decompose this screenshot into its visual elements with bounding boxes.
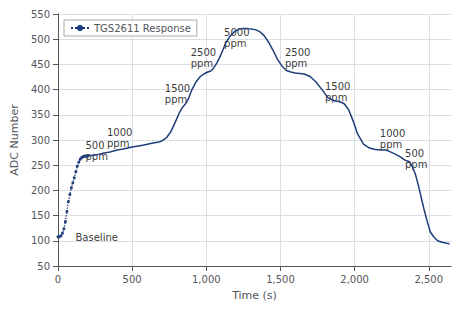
svg-text:50: 50 bbox=[37, 261, 50, 272]
svg-text:550: 550 bbox=[31, 9, 50, 20]
svg-text:Time (s): Time (s) bbox=[231, 289, 277, 302]
svg-text:ppm: ppm bbox=[324, 91, 348, 103]
svg-text:1,500: 1,500 bbox=[266, 274, 295, 285]
svg-text:400: 400 bbox=[31, 84, 50, 95]
svg-text:450: 450 bbox=[31, 59, 50, 70]
svg-text:1,000: 1,000 bbox=[192, 274, 221, 285]
svg-text:ppm: ppm bbox=[191, 58, 213, 69]
svg-text:2,000: 2,000 bbox=[340, 274, 369, 285]
svg-text:500: 500 bbox=[85, 140, 104, 151]
svg-text:2500: 2500 bbox=[191, 47, 216, 58]
svg-text:ppm: ppm bbox=[165, 94, 187, 105]
svg-text:500: 500 bbox=[405, 148, 424, 159]
svg-text:ppm: ppm bbox=[85, 151, 108, 163]
svg-text:ppm: ppm bbox=[405, 159, 428, 171]
svg-text:350: 350 bbox=[31, 109, 50, 120]
svg-text:250: 250 bbox=[31, 160, 50, 171]
svg-text:1000: 1000 bbox=[107, 127, 132, 138]
svg-text:100: 100 bbox=[31, 235, 50, 246]
svg-text:ppm: ppm bbox=[285, 58, 307, 69]
svg-text:500: 500 bbox=[31, 34, 50, 45]
svg-text:150: 150 bbox=[31, 210, 50, 221]
svg-text:ppm: ppm bbox=[380, 139, 402, 150]
svg-text:ppm: ppm bbox=[106, 138, 130, 150]
svg-text:1500: 1500 bbox=[325, 81, 350, 92]
svg-text:2500: 2500 bbox=[285, 47, 310, 58]
svg-text:ADC Number: ADC Number bbox=[8, 104, 21, 176]
svg-text:0: 0 bbox=[55, 274, 61, 285]
svg-text:5000: 5000 bbox=[224, 27, 250, 39]
svg-text:2,500: 2,500 bbox=[414, 274, 443, 285]
svg-text:TGS2611 Response: TGS2611 Response bbox=[93, 23, 191, 34]
svg-text:1000: 1000 bbox=[380, 128, 405, 139]
svg-text:Baseline: Baseline bbox=[75, 232, 117, 243]
svg-text:ppm: ppm bbox=[224, 38, 247, 50]
svg-text:500: 500 bbox=[123, 274, 142, 285]
svg-text:1500: 1500 bbox=[165, 83, 190, 94]
svg-text:200: 200 bbox=[31, 185, 50, 196]
svg-text:300: 300 bbox=[31, 135, 50, 146]
